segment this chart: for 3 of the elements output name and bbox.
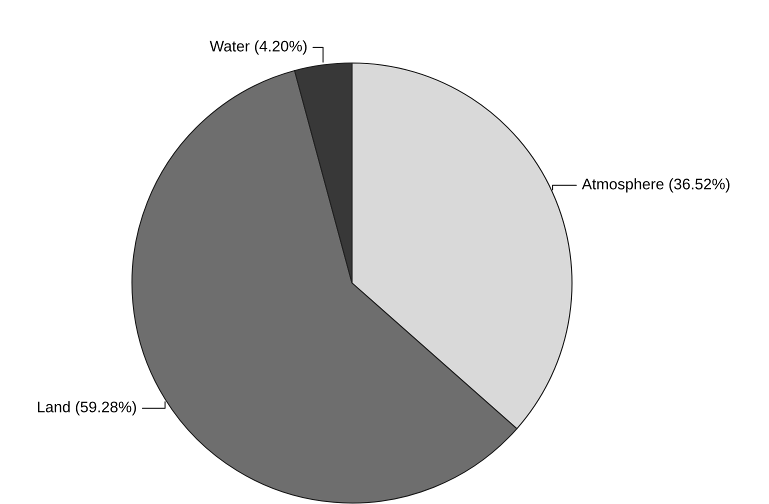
slice-label: Land (59.28%): [38, 401, 136, 416]
slice-label: Atmosphere (36.52%): [582, 178, 730, 192]
slice-label: Water (4.20%): [210, 40, 307, 55]
